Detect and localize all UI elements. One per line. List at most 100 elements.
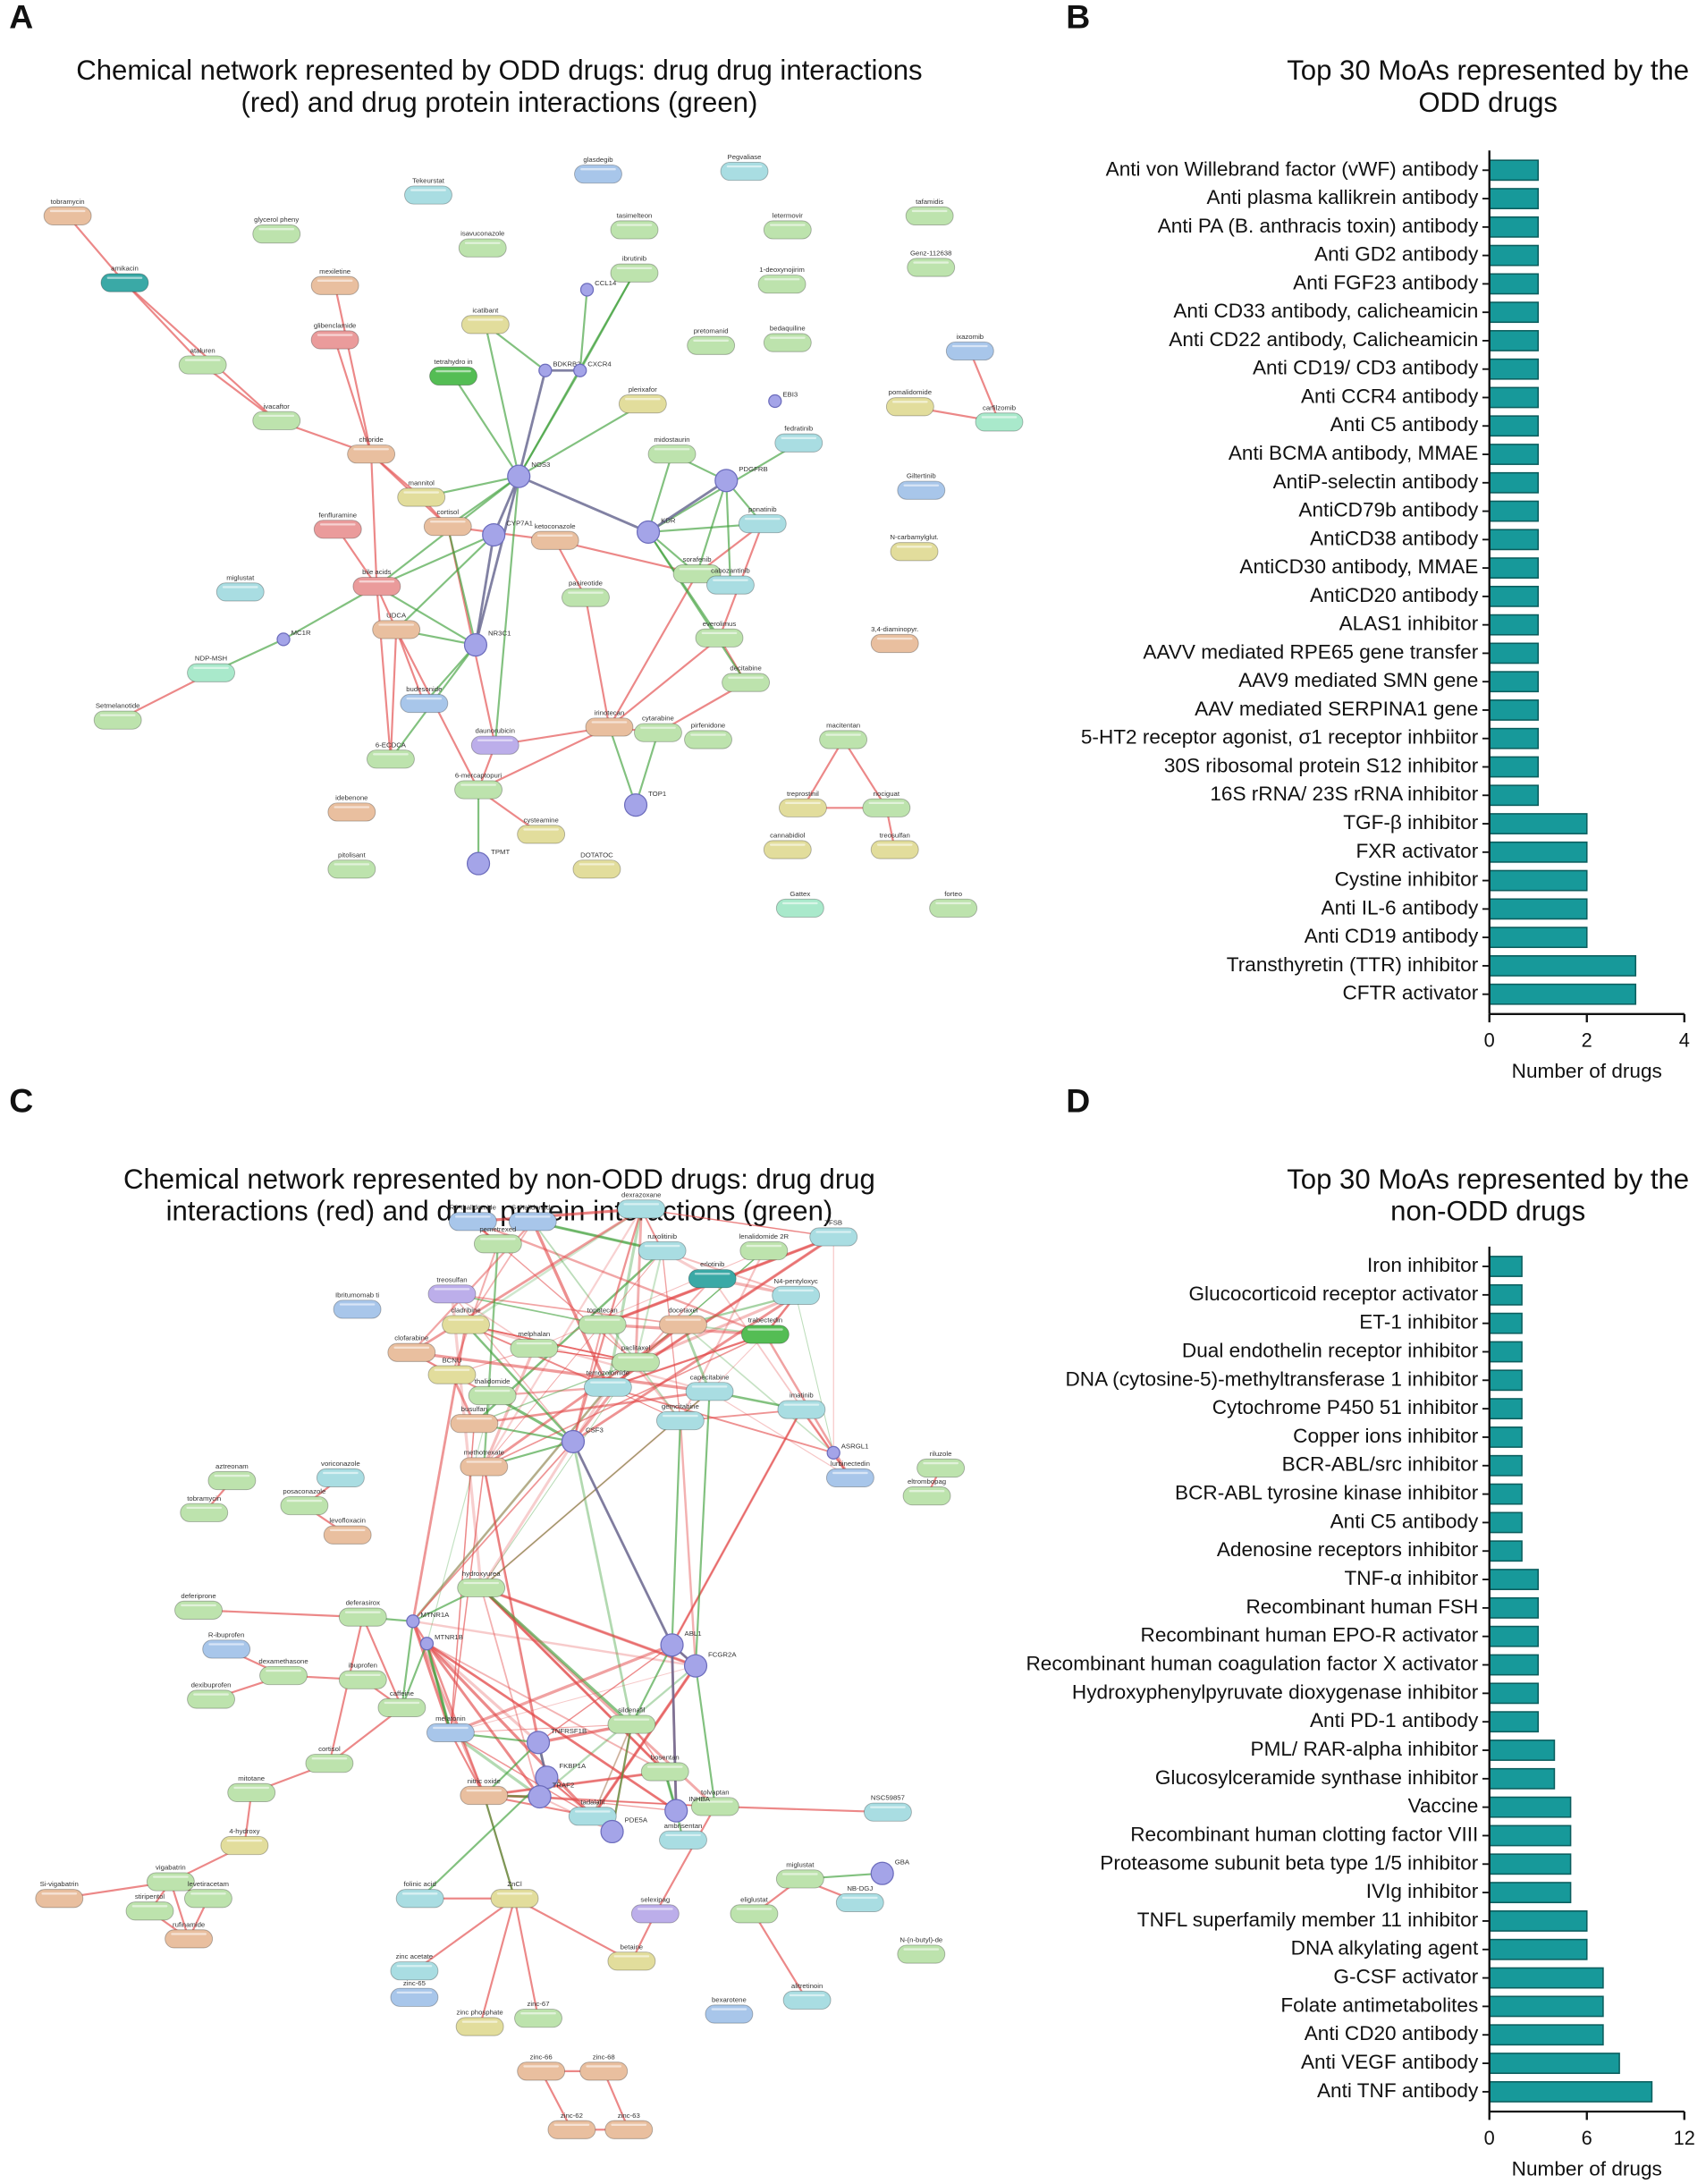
node-label: thalidomide [475, 1377, 511, 1385]
network-edge [714, 1805, 888, 1814]
network-edge [426, 1642, 666, 1773]
node-label: NR3C1 [488, 630, 511, 638]
drug-node [180, 1503, 229, 1522]
drug-node [778, 798, 827, 817]
category-label: AAVV mediated RPE65 gene transfer [1143, 640, 1478, 663]
node-label: idebenone [335, 793, 367, 801]
node-label: eltrombopag [908, 1477, 946, 1486]
drug-node [757, 275, 807, 294]
bar [1488, 2053, 1620, 2074]
network-edge [472, 1207, 642, 1223]
network-edge [123, 282, 204, 366]
network-edge [608, 573, 698, 728]
network-edge [465, 1323, 710, 1393]
node-label: R-ibuprofen [208, 1630, 245, 1638]
drug-node [310, 275, 359, 295]
category-label: Anti CD19 antibody [1305, 925, 1479, 947]
node-label: cortisol [436, 508, 459, 516]
network-edge [608, 637, 721, 728]
network-edge [480, 1586, 697, 1668]
node-label: aztreonam [215, 1462, 249, 1470]
network-edge [169, 1881, 190, 1940]
drug-node [835, 1892, 884, 1912]
network-edge [661, 1250, 681, 1421]
drug-node [572, 859, 621, 879]
node-label: Gattex [790, 890, 810, 898]
category-label: Anti FGF23 antibody [1293, 271, 1479, 293]
category-label: Anti VEGF antibody [1301, 2051, 1479, 2073]
drug-node [377, 1697, 426, 1717]
drug-node [890, 542, 939, 562]
category-label: Cytochrome P450 51 inhibitor [1212, 1396, 1479, 1418]
node-label: letermovir [773, 211, 804, 219]
network-edge [483, 1208, 643, 1468]
protein-node [526, 1731, 551, 1755]
node-label: treprostinil [787, 790, 819, 798]
network-edge [202, 364, 277, 422]
bar [1488, 642, 1540, 665]
category-label: Vaccine [1408, 1795, 1479, 1817]
network-edge [681, 1324, 711, 1393]
bar [1488, 1796, 1572, 1818]
bar [1488, 415, 1540, 437]
bar [1488, 301, 1540, 324]
node-label: icatibant [472, 306, 499, 314]
node-label: tafamidis [916, 198, 943, 206]
node-label: glycerol pheny [254, 216, 299, 224]
node-label: selexipag [640, 1895, 670, 1903]
node-label: pasireotide [569, 580, 603, 588]
network-edge [494, 476, 520, 746]
node-label: ketoconazole [535, 522, 576, 530]
network-edge [450, 1731, 594, 1817]
network-edge [484, 1770, 665, 1797]
bar [1488, 585, 1540, 607]
network-edge [474, 476, 520, 646]
network-edge [514, 1897, 632, 1962]
network-edge [452, 375, 520, 478]
node-label: ambrisentan [664, 1822, 703, 1830]
bar [1488, 1256, 1523, 1277]
node-label: tolvaptan [701, 1788, 730, 1796]
drug-node [427, 1284, 477, 1304]
chart-title: interactions (red) and drug protein inte… [166, 1196, 833, 1227]
protein-node [538, 363, 553, 377]
node-label: fedratinib [784, 425, 813, 433]
drug-node [720, 161, 769, 182]
panel-letter: B [1066, 0, 1090, 36]
node-label: forteo [944, 890, 962, 898]
node-label: decitabine [730, 665, 761, 673]
network-edge [483, 1795, 516, 1900]
drug-node [43, 206, 92, 225]
network-edge [376, 534, 494, 588]
node-label: eliglustat [740, 1895, 768, 1903]
chart-title: ODD drugs [1418, 87, 1558, 118]
network-edge [450, 1723, 632, 1733]
node-label: dexrazoxane [621, 1190, 661, 1198]
drug-node [819, 730, 868, 749]
node-label: gemcitabine [662, 1402, 699, 1410]
node-label: 4-hydroxy [229, 1827, 259, 1835]
bar [1488, 813, 1588, 834]
network-edge [376, 585, 477, 647]
node-label: BCNU [442, 1357, 461, 1365]
chart-title: (red) and drug protein interactions (gre… [241, 87, 757, 118]
network-edge [537, 1644, 672, 1743]
category-label: Anti PA (B. anthracis toxin) antibody [1158, 215, 1479, 237]
protein-node [406, 1614, 420, 1629]
category-label: Anti plasma kallikrein antibody [1207, 186, 1479, 208]
x-tick-label: 0 [1484, 2127, 1495, 2149]
network-edge [483, 1333, 766, 1468]
network-nodes: tobramycin Tekeurstat glasdegib Pegvaliase t… [43, 153, 1024, 918]
drug-node [825, 1468, 874, 1487]
network-edge [647, 531, 747, 683]
node-label: N-(n-butyl)-de [899, 1936, 942, 1944]
drug-node [638, 1240, 687, 1261]
node-label: daunorubicin [476, 727, 515, 735]
node-label: zinc-63 [618, 2112, 640, 2120]
network-edge [572, 1294, 797, 1443]
node-label: temozolomide [587, 1369, 629, 1377]
network-edge [426, 1642, 677, 1812]
category-label: Copper ions inhibitor [1293, 1425, 1479, 1447]
drug-node [347, 444, 396, 464]
protein-node [660, 1633, 684, 1657]
